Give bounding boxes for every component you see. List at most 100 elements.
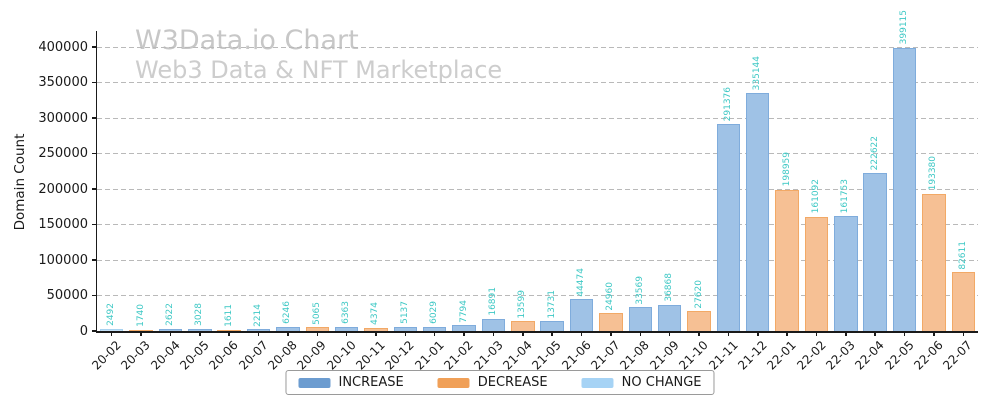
watermark-title: W3Data.io Chart xyxy=(135,25,359,56)
y-tick-mark xyxy=(92,46,96,48)
x-tick-label: 21-02 xyxy=(441,338,476,373)
x-tick-mark xyxy=(551,331,553,336)
y-tick-label: 300000 xyxy=(38,110,88,126)
x-tick-mark xyxy=(433,331,436,336)
x-tick-mark xyxy=(933,331,935,336)
x-tick-mark xyxy=(522,331,524,336)
x-tick-mark xyxy=(463,331,465,336)
bar-value-label: 1611 xyxy=(223,303,234,327)
bar-value-label: 24960 xyxy=(605,281,616,311)
x-tick-label: 22-05 xyxy=(881,338,917,373)
x-tick-mark xyxy=(610,331,612,336)
bar-20-09 xyxy=(305,327,329,331)
bar-value-label: 193380 xyxy=(928,156,939,191)
bar-20-10 xyxy=(334,326,359,331)
bar-value-label: 2492 xyxy=(106,303,117,327)
y-tick-label: 100000 xyxy=(38,252,88,268)
x-tick-mark xyxy=(375,331,377,336)
bar-22-06 xyxy=(922,193,946,331)
legend-item-no_change: NO CHANGE xyxy=(581,375,702,390)
legend-item-increase: INCREASE xyxy=(298,375,404,390)
bar-21-12 xyxy=(746,93,770,331)
bar-value-label: 3028 xyxy=(194,302,205,326)
bar-21-01 xyxy=(422,326,447,331)
x-tick-label: 22-01 xyxy=(764,338,800,373)
bar-20-07 xyxy=(246,329,271,331)
x-tick-label: 20-05 xyxy=(177,338,212,373)
bar-value-label: 6029 xyxy=(429,300,440,324)
bar-21-09 xyxy=(657,304,682,331)
x-tick-label: 21-03 xyxy=(470,338,506,373)
bar-21-04 xyxy=(511,321,535,331)
bar-value-label: 2622 xyxy=(164,303,175,327)
x-tick-mark xyxy=(757,331,759,336)
y-tick-label: 250000 xyxy=(38,146,88,162)
legend-label: NO CHANGE xyxy=(621,375,702,390)
bar-20-05 xyxy=(188,328,212,331)
x-tick-label: 21-09 xyxy=(646,338,682,373)
bar-value-label: 36868 xyxy=(664,273,675,302)
bar-22-07 xyxy=(951,272,976,331)
legend-swatch-no_change xyxy=(581,377,614,388)
gridline xyxy=(97,295,978,297)
bar-22-03 xyxy=(834,216,858,331)
x-tick-mark xyxy=(316,331,318,336)
bar-value-label: 222622 xyxy=(869,135,880,171)
bar-21-02 xyxy=(452,325,476,331)
bar-21-07 xyxy=(599,313,623,331)
bar-21-05 xyxy=(540,321,564,331)
bar-value-label: 2214 xyxy=(253,303,264,327)
x-tick-label: 22-04 xyxy=(852,338,888,373)
bar-20-04 xyxy=(158,329,183,331)
x-tick-label: 22-06 xyxy=(911,338,946,373)
bar-value-label: 33569 xyxy=(634,275,645,305)
gridline xyxy=(97,46,978,48)
x-tick-label: 21-01 xyxy=(412,338,447,373)
gridline xyxy=(97,259,978,261)
watermark-subtitle: Web3 Data & NFT Marketplace xyxy=(135,56,503,84)
bar-22-01 xyxy=(775,189,799,331)
x-tick-mark xyxy=(815,331,818,336)
x-tick-label: 20-03 xyxy=(118,338,153,373)
x-tick-mark xyxy=(140,331,142,336)
gridline xyxy=(97,224,978,226)
y-tick-mark xyxy=(92,117,96,119)
x-tick-mark xyxy=(404,331,407,336)
bar-value-label: 1740 xyxy=(135,303,146,327)
x-tick-mark xyxy=(874,331,876,336)
x-tick-mark xyxy=(580,331,583,336)
bar-22-02 xyxy=(804,216,829,331)
bar-value-label: 6246 xyxy=(282,300,293,324)
x-tick-mark xyxy=(903,331,906,336)
x-tick-label: 22-03 xyxy=(823,338,858,373)
x-tick-label: 20-11 xyxy=(353,338,388,373)
bar-value-label: 44474 xyxy=(576,267,587,297)
y-tick-label: 350000 xyxy=(38,75,88,91)
x-tick-label: 21-06 xyxy=(558,338,594,373)
x-tick-label: 20-08 xyxy=(265,338,300,373)
bar-value-label: 7794 xyxy=(458,299,469,323)
y-tick-mark xyxy=(92,294,96,297)
legend-swatch-decrease xyxy=(437,377,470,388)
x-tick-mark xyxy=(257,331,260,336)
bar-20-02 xyxy=(99,329,124,331)
bar-value-label: 399115 xyxy=(899,10,910,45)
bar-21-06 xyxy=(569,299,594,331)
bar-value-label: 5137 xyxy=(399,301,410,325)
x-tick-mark xyxy=(727,331,730,336)
x-tick-mark xyxy=(668,331,671,336)
bar-20-06 xyxy=(217,329,241,331)
x-tick-mark xyxy=(345,331,348,336)
x-tick-mark xyxy=(639,331,642,336)
x-tick-label: 21-05 xyxy=(529,338,565,373)
legend: INCREASE DECREASE NO CHANGE xyxy=(285,370,715,395)
y-tick-mark xyxy=(92,81,96,84)
bar-value-label: 291376 xyxy=(722,86,733,122)
bar-value-label: 13731 xyxy=(546,289,557,319)
bar-21-03 xyxy=(481,319,506,331)
bar-value-label: 161092 xyxy=(810,179,821,214)
gridline xyxy=(97,188,978,190)
bar-22-05 xyxy=(892,47,917,331)
x-tick-mark xyxy=(199,331,201,336)
